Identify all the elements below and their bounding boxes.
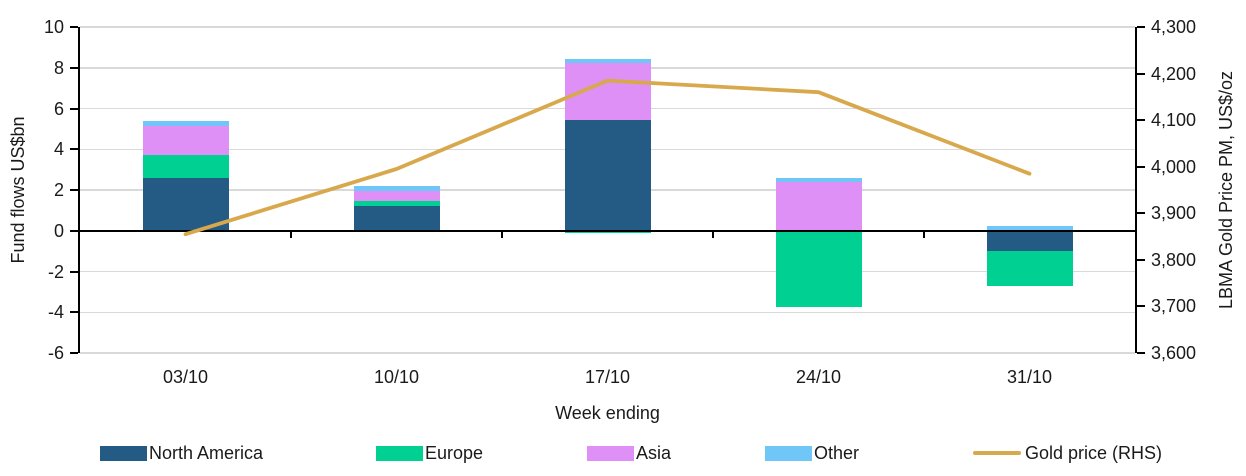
- bar-segment-north-america: [353, 206, 440, 231]
- left-axis-tick: [70, 270, 78, 273]
- left-axis-tick: [70, 229, 78, 232]
- left-axis-tick: [70, 148, 78, 151]
- right-axis-line: [1135, 27, 1137, 353]
- zero-axis-line: [80, 229, 1135, 232]
- gridline: [80, 26, 1135, 28]
- bar-segment-other: [775, 177, 862, 182]
- right-axis-tick: [1137, 258, 1145, 261]
- left-axis-tick: [70, 66, 78, 69]
- bar-segment-asia: [353, 191, 440, 202]
- bar-segment-asia: [564, 62, 651, 120]
- gridline: [80, 270, 1135, 273]
- right-axis-title: LBMA Gold Price PM, US$/oz: [1216, 70, 1236, 310]
- bar-segment-north-america: [986, 230, 1073, 252]
- bar-segment-europe: [353, 201, 440, 207]
- legend-item-gold-price-rhs-: Gold price (RHS): [973, 442, 1162, 464]
- x-tick-label: 24/10: [795, 367, 842, 387]
- left-tick-label: 6: [53, 98, 64, 119]
- left-tick-label: -6: [47, 343, 64, 363]
- left-tick-label: 0: [53, 220, 64, 241]
- bar-segment-asia: [775, 181, 862, 231]
- right-axis-tick: [1137, 305, 1145, 308]
- left-axis-tick: [70, 26, 78, 28]
- x-tick-label: 31/10: [1006, 367, 1053, 387]
- x-axis-tick: [501, 230, 503, 238]
- gridline: [80, 311, 1135, 313]
- right-axis-tick: [1137, 72, 1145, 75]
- right-tick-label: 3,600: [1151, 343, 1197, 363]
- bar-segment-north-america: [142, 177, 229, 231]
- x-axis-tick: [712, 230, 714, 238]
- right-axis-tick: [1137, 352, 1145, 354]
- bar-segment-europe: [986, 251, 1073, 286]
- left-tick-label: 10: [43, 17, 64, 37]
- x-axis-tick: [290, 230, 292, 238]
- gridline: [80, 352, 1135, 354]
- bar-segment-north-america: [564, 119, 651, 231]
- bar-segment-other: [142, 120, 229, 126]
- left-tick-label: -4: [47, 302, 64, 323]
- right-axis-tick: [1137, 165, 1145, 168]
- legend-item-asia: Asia: [587, 442, 671, 464]
- left-tick-label: -2: [47, 261, 64, 282]
- legend-line-swatch: [973, 451, 1021, 455]
- right-tick-label: 3,800: [1151, 249, 1197, 270]
- bar-segment-other: [353, 185, 440, 192]
- legend-label: Gold price (RHS): [1025, 443, 1163, 463]
- x-axis-title: Week ending: [555, 403, 660, 423]
- right-axis-tick: [1137, 26, 1145, 28]
- right-tick-label: 3,700: [1151, 296, 1197, 317]
- right-axis-tick: [1137, 212, 1145, 215]
- bar-segment-europe: [775, 230, 862, 308]
- bar-segment-asia: [142, 125, 229, 156]
- left-tick-label: 8: [53, 57, 64, 78]
- left-tick-label: 2: [53, 180, 64, 200]
- right-tick-label: 4,000: [1151, 156, 1197, 177]
- right-tick-label: 4,300: [1151, 17, 1197, 37]
- legend-label: Other: [814, 443, 860, 463]
- left-axis-tick: [70, 107, 78, 110]
- x-tick-label: 03/10: [162, 367, 209, 387]
- x-axis-tick: [923, 230, 925, 238]
- left-axis-line: [78, 27, 80, 353]
- legend-item-europe: Europe: [376, 442, 483, 464]
- bar-segment-europe: [142, 155, 229, 178]
- legend-item-north-america: North America: [100, 442, 263, 464]
- legend-item-other: Other: [765, 442, 859, 464]
- left-axis-tick: [70, 311, 78, 314]
- left-axis-title: Fund flows US$bn: [8, 116, 28, 264]
- legend-color-swatch: [376, 445, 423, 461]
- right-tick-label: 3,900: [1151, 203, 1197, 224]
- left-axis-tick: [70, 352, 78, 354]
- right-axis-tick: [1137, 119, 1145, 122]
- x-tick-label: 10/10: [373, 367, 420, 387]
- x-tick-label: 17/10: [584, 367, 631, 387]
- right-tick-label: 4,100: [1151, 110, 1197, 131]
- legend-color-swatch: [100, 445, 147, 461]
- legend-label: Europe: [425, 443, 484, 463]
- legend-label: North America: [149, 443, 264, 463]
- legend-color-swatch: [765, 445, 812, 461]
- left-axis-tick: [70, 189, 78, 191]
- legend-color-swatch: [587, 445, 634, 461]
- left-tick-label: 4: [53, 139, 64, 160]
- right-tick-label: 4,200: [1151, 63, 1197, 84]
- bar-segment-other: [564, 58, 651, 63]
- legend-label: Asia: [636, 443, 672, 463]
